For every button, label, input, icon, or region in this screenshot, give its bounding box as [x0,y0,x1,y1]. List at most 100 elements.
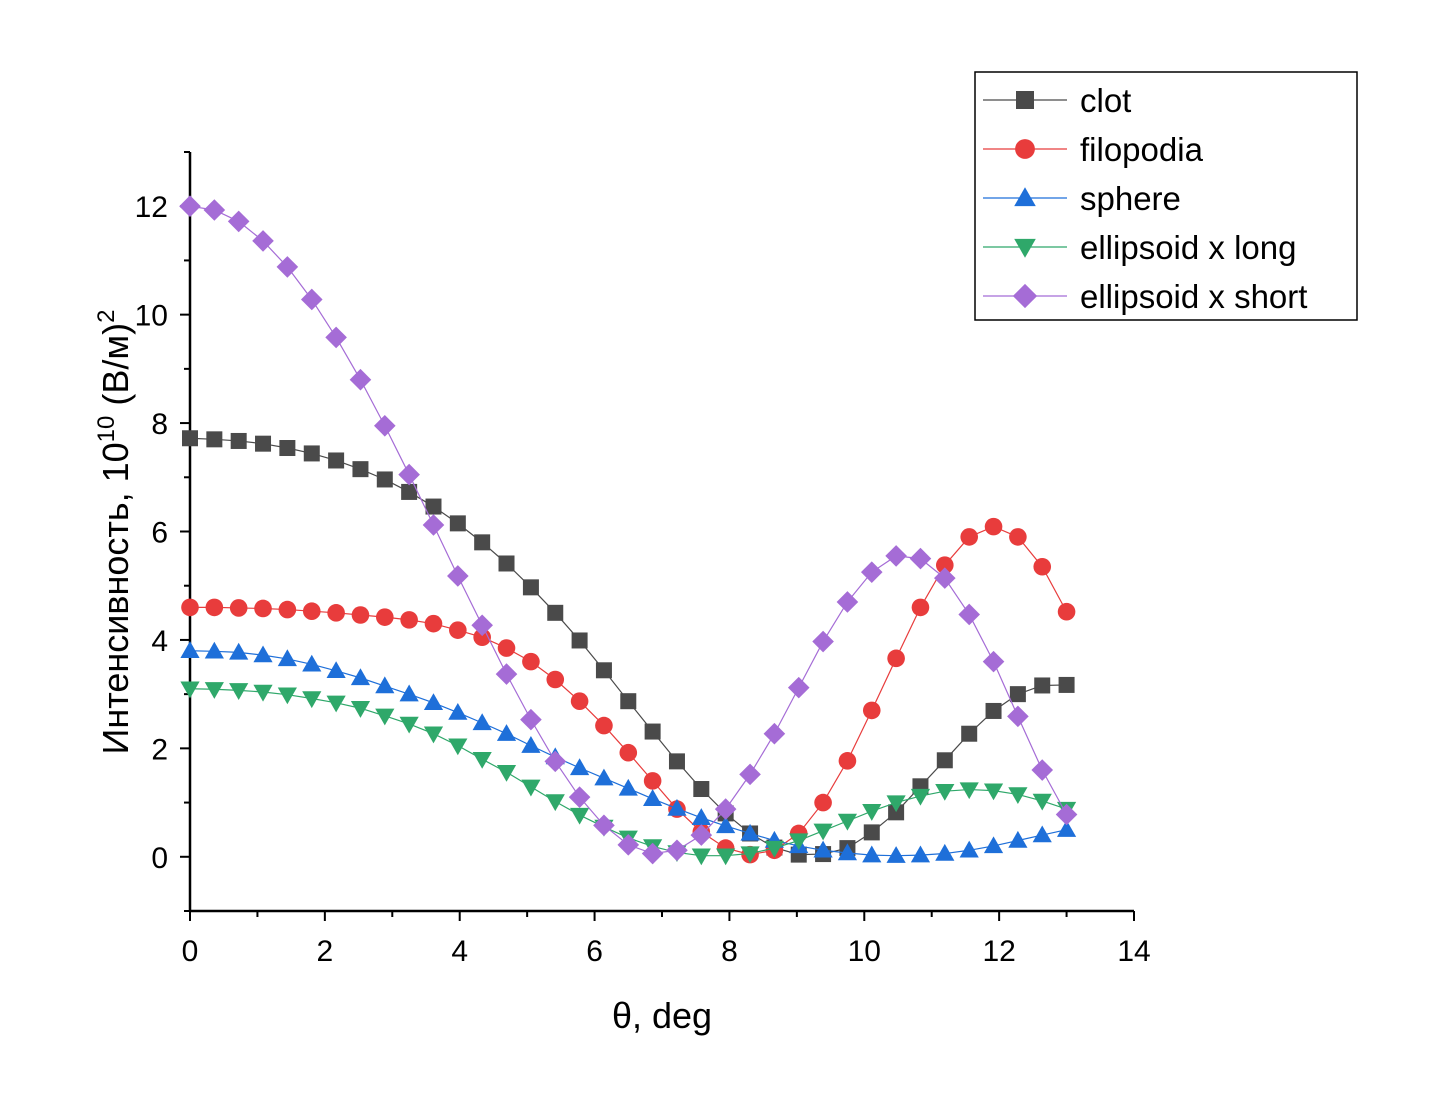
data-point [983,836,1004,854]
legend-entry: ellipsoid x long [983,229,1296,266]
data-point [690,824,713,846]
data-point [376,471,393,488]
series-filopodia [181,517,1076,864]
data-point [547,604,564,621]
data-point [255,435,272,452]
data-point [862,701,881,720]
data-point [1058,676,1075,693]
data-point [544,750,567,773]
data-point [181,598,199,617]
y-tick-label: 12 [135,191,168,224]
data-point [496,724,517,741]
data-point [447,565,469,587]
data-point [472,713,492,731]
data-point [374,414,396,437]
data-point [935,843,955,861]
data-point [1055,803,1078,826]
data-point [495,663,518,685]
data-point [643,772,662,790]
data-point [1007,705,1029,728]
data-point [424,614,443,633]
data-point [985,702,1002,719]
legend-label: ellipsoid x short [1080,278,1307,315]
legend-marker [1014,187,1036,207]
data-point [594,768,614,786]
x-axis-label: θ, deg [612,995,712,1036]
data-point [449,515,466,532]
series-ellipsoid-x-short [179,195,1078,865]
x-tick-label: 2 [317,935,334,968]
data-point [522,579,539,596]
legend-entry: filopodia [983,131,1204,168]
data-point [545,794,565,812]
data-point [471,614,493,637]
legend-marker [1012,283,1038,309]
data-point [982,650,1005,673]
data-point [399,716,419,734]
data-point [179,195,201,218]
data-point [1031,759,1054,781]
y-tick-label: 0 [151,842,168,875]
data-point [302,691,322,709]
data-point [497,639,516,657]
legend-marker [1014,238,1036,258]
data-point [1057,602,1076,621]
x-tick-label: 8 [721,935,738,968]
data-point [571,632,588,649]
data-point [1033,557,1052,576]
data-point [229,599,248,617]
y-axis-label: Интенсивность, 1010 (В/м)2 [93,310,136,755]
data-point [1032,793,1052,811]
series-ellipsoid-x-long [180,681,1077,866]
x-tick-label: 0 [182,935,199,968]
x-tick-label: 12 [982,935,1015,968]
data-point [498,555,515,572]
data-point [1056,820,1077,837]
data-point [522,652,540,671]
data-point [1008,830,1028,848]
y-axis-label-exponent: 10 [93,416,120,443]
data-point [959,840,979,858]
series-clot [182,430,1075,863]
data-point [400,611,418,629]
data-point [691,848,711,866]
data-point [472,752,492,769]
legend-box [974,71,1358,321]
data-point [227,210,250,233]
y-tick-label: 4 [151,625,168,658]
data-point [909,547,932,570]
data-point [474,534,491,551]
data-point [328,452,345,469]
data-point [568,786,591,808]
legend-entry: clot [983,82,1131,119]
data-point [716,848,736,866]
data-point [936,752,953,769]
legend-marker [1015,139,1035,159]
data-point [203,199,226,221]
data-point [837,843,858,861]
data-point [691,808,711,825]
data-point [448,738,468,756]
data-point [888,804,905,821]
data-point [376,608,394,626]
series-layer [179,195,1078,866]
data-point [204,641,224,659]
y-tick-label: 8 [151,408,168,441]
data-point [300,288,323,311]
data-point [325,326,347,349]
x-tick-label: 6 [586,935,603,968]
data-point [1032,825,1052,843]
data-point [814,793,832,812]
data-point [327,604,345,622]
data-point [278,600,297,619]
x-tick-label: 14 [1117,935,1150,968]
data-point [764,840,785,858]
data-point [1034,677,1051,694]
legend: clot filopodia sphere ellipsoid x long ellip… [974,71,1358,321]
data-point [521,736,541,753]
legend-marker [1016,91,1034,109]
data-point [206,431,223,448]
axes: 0 2 4 6 8 10 12 0 2 4 6 8 10 12 14 [135,151,1151,968]
data-point [910,788,931,806]
data-point [885,545,907,567]
